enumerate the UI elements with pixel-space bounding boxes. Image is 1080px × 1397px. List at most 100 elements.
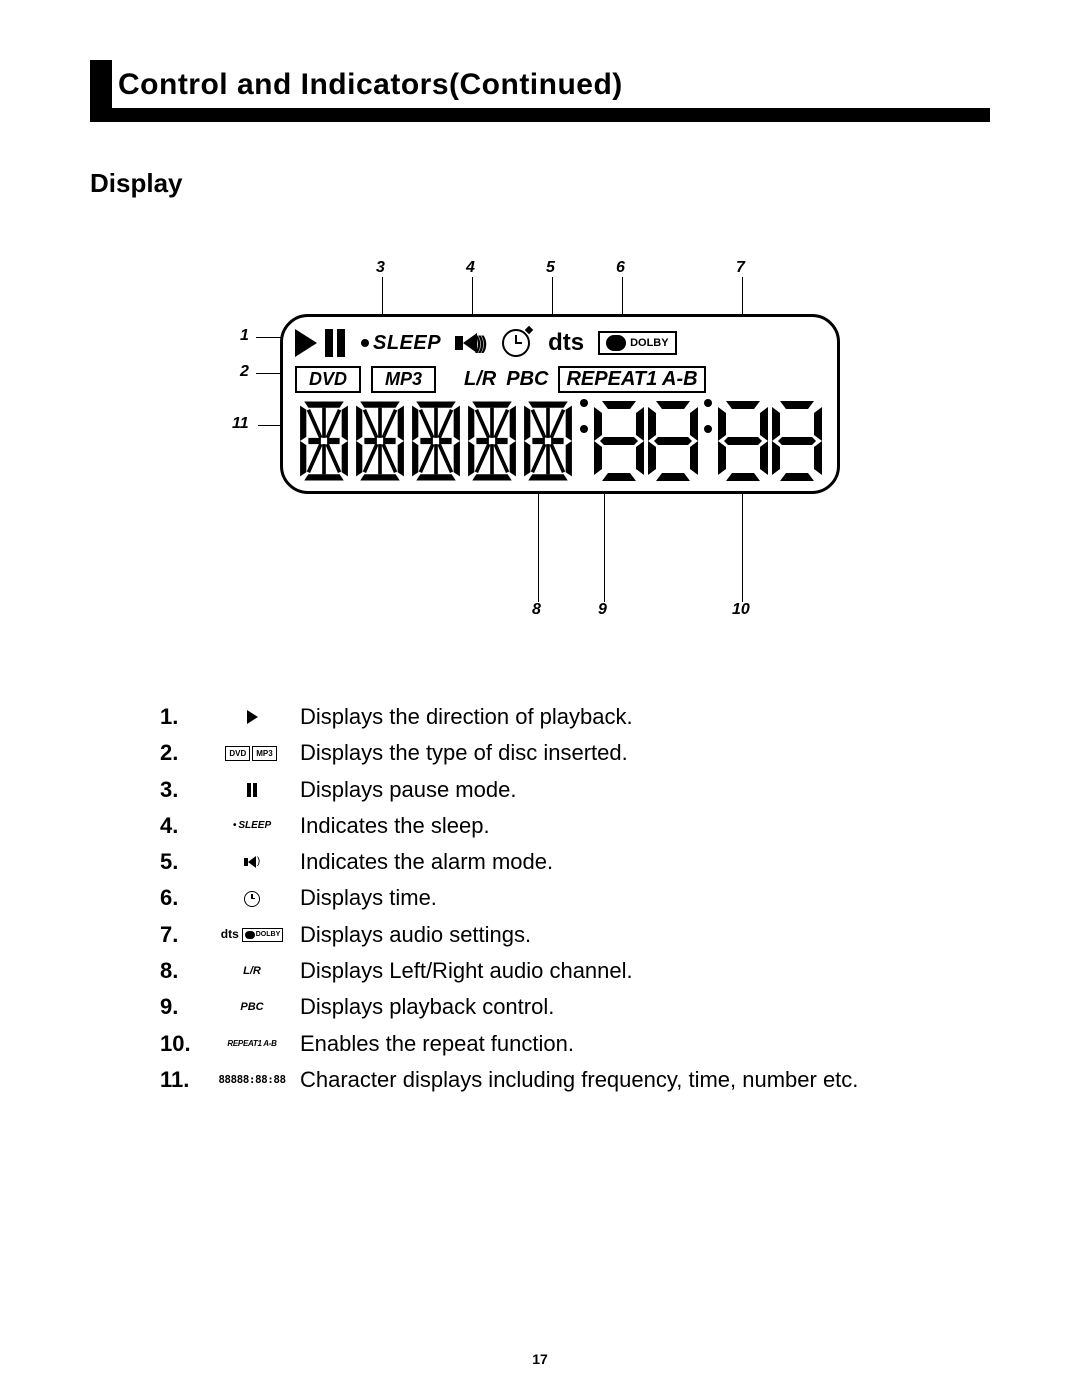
legend-number: 2. [160,735,204,771]
legend-text: Displays the direction of playback. [300,699,990,735]
display-diagram: 3 4 5 6 7 1 2 11 8 9 10 SLE [180,259,900,619]
sevenseg-digit [648,399,698,483]
legend-number: 1. [160,699,204,735]
legend-text: Indicates the sleep. [300,808,990,844]
dolby-label: DOLBY [630,337,669,349]
lcd-panel: SLEEP ))) dts DOLBY DVD MP3 L/R PBC REPE… [280,314,840,494]
panel-row1: SLEEP ))) dts DOLBY [295,325,825,361]
legend-text: Character displays including frequency, … [300,1062,990,1098]
legend-number: 3. [160,772,204,808]
legend-row: 9. PBC Displays playback control. [160,989,990,1025]
legend-icon: L/R [204,962,300,980]
callout-7: 7 [736,259,745,277]
panel-row2: DVD MP3 L/R PBC REPEAT1 A-B [295,363,825,395]
callout-11: 11 [232,415,249,433]
mp3-mini-icon: MP3 [252,746,276,761]
starburst-digit [354,399,406,483]
legend-text: Displays audio settings. [300,917,990,953]
sleep-label: SLEEP [373,332,441,355]
legend-icon [204,710,300,724]
legend-text: Displays Left/Right audio channel. [300,953,990,989]
callout-1: 1 [240,327,249,345]
legend-row: 10. REPEAT1 A-B Enables the repeat funct… [160,1026,990,1062]
pause-icon [247,783,257,797]
pbc-label: PBC [506,368,548,391]
leader-line [538,494,539,602]
legend-icon [204,891,300,907]
legend-row: 2. DVDMP3 Displays the type of disc inse… [160,735,990,771]
legend-icon: dtsDOLBY [204,925,300,945]
legend-row: 5. ) Indicates the alarm mode. [160,844,990,880]
starburst-digit [466,399,518,483]
legend-text: Displays pause mode. [300,772,990,808]
alarm-mini-icon: ) [244,854,260,871]
legend-icon [204,783,300,797]
dolby-mini-icon: DOLBY [242,928,284,942]
legend-text: Displays time. [300,880,990,916]
legend-number: 10. [160,1026,204,1062]
legend-icon: SLEEP [204,818,300,835]
callout-6: 6 [616,259,625,277]
digits-mini-icon: 88888:88:88 [218,1071,285,1089]
legend-icon: DVDMP3 [204,746,300,761]
colon-icon [702,399,714,443]
sevenseg-digit [718,399,768,483]
lr-label: L/R [464,368,496,391]
dolby-indicator: DOLBY [598,331,677,355]
dts-mini-icon: dts [221,925,239,945]
leader-line [742,494,743,602]
legend-row: 4. SLEEP Indicates the sleep. [160,808,990,844]
dvd-mini-icon: DVD [225,746,250,761]
play-icon [247,710,258,724]
legend-icon: 88888:88:88 [204,1071,300,1089]
legend-number: 4. [160,808,204,844]
sleep-indicator: SLEEP [361,332,441,355]
callout-2: 2 [240,363,249,381]
legend-row: 8. L/R Displays Left/Right audio channel… [160,953,990,989]
legend-text: Displays playback control. [300,989,990,1025]
legend-icon: REPEAT1 A-B [204,1037,300,1050]
legend-number: 5. [160,844,204,880]
legend-number: 7. [160,917,204,953]
play-icon [295,329,317,357]
banner-title: Control and Indicators(Continued) [118,68,623,102]
section-banner: Control and Indicators(Continued) [90,80,990,140]
legend-icon: PBC [204,998,300,1016]
legend-number: 8. [160,953,204,989]
legend-icon: ) [204,854,300,871]
dvd-pill: DVD [295,366,361,393]
pause-icon [325,329,345,357]
mp3-pill: MP3 [371,366,436,393]
legend-row: 1. Displays the direction of playback. [160,699,990,735]
manual-page: Control and Indicators(Continued) Displa… [0,0,1080,1397]
callout-5: 5 [546,259,555,277]
legend-text: Displays the type of disc inserted. [300,735,990,771]
clock-icon [502,329,530,357]
callout-8: 8 [532,601,541,619]
banner-bar [90,108,990,122]
pbc-mini-icon: PBC [240,998,263,1016]
dot-icon [361,339,369,347]
sevenseg-digit [772,399,822,483]
page-number: 17 [0,1351,1080,1367]
legend-row: 3. Displays pause mode. [160,772,990,808]
lr-mini-icon: L/R [243,962,261,980]
sevenseg-digit [594,399,644,483]
colon-icon [578,399,590,433]
starburst-digit [522,399,574,483]
legend-text: Enables the repeat function. [300,1026,990,1062]
legend-number: 9. [160,989,204,1025]
legend-row: 11. 88888:88:88 Character displays inclu… [160,1062,990,1098]
legend-list: 1. Displays the direction of playback. 2… [160,699,990,1098]
subhead-display: Display [90,168,990,199]
panel-row3-digits [295,399,825,491]
callout-9: 9 [598,601,607,619]
callout-4: 4 [466,259,475,277]
legend-text: Indicates the alarm mode. [300,844,990,880]
legend-number: 6. [160,880,204,916]
legend-row: 7. dtsDOLBY Displays audio settings. [160,917,990,953]
sleep-mini-icon: SLEEP [233,818,271,835]
legend-number: 11. [160,1062,204,1098]
dolby-icon [606,335,626,351]
clock-mini-icon [244,891,260,907]
